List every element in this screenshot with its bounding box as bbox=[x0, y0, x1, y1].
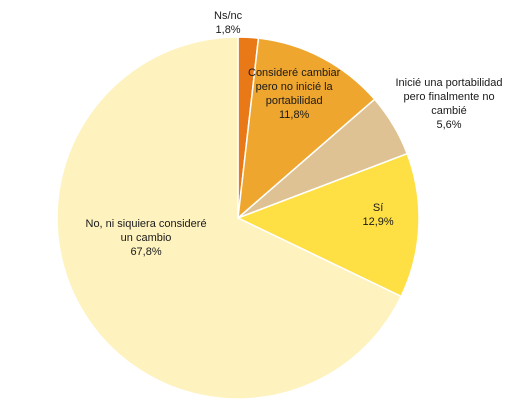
slice-label-text: Inicié una portabilidad bbox=[395, 77, 503, 89]
pie-slice-3 bbox=[237, 152, 420, 298]
slice-value-label: 11,8% bbox=[278, 109, 310, 121]
pie-slice-1 bbox=[237, 37, 376, 219]
slice-label-4: No, ni siquiera consideré un cambio 67,8% bbox=[86, 217, 207, 259]
slice-label-text: pero finalmente no bbox=[403, 91, 495, 103]
slice-value-label: 12,9% bbox=[362, 216, 394, 228]
slice-value-label: 5,6% bbox=[436, 119, 462, 131]
slice-label-text: un cambio bbox=[120, 232, 172, 244]
slice-value-label: 1,8% bbox=[215, 24, 241, 36]
slice-label-text: pero no inicié la bbox=[255, 81, 333, 93]
slice-label-0: Ns/nc 1,8% bbox=[214, 9, 242, 37]
slice-label-text: Ns/nc bbox=[214, 10, 243, 22]
slice-label-2: Inicié una portabilidad pero finalmente n… bbox=[396, 76, 503, 132]
slice-label-text: No, ni siquiera consideré bbox=[85, 218, 207, 230]
slice-label-text: Sí bbox=[372, 202, 384, 214]
slice-label-3: Sí 12,9% bbox=[363, 201, 394, 229]
slice-value-label: 67,8% bbox=[130, 246, 162, 258]
slice-label-text: Consideré cambiar bbox=[248, 67, 341, 79]
pie-slice-4 bbox=[56, 36, 402, 400]
slice-label-1: Consideré cambiar pero no inicié la portab… bbox=[248, 66, 340, 122]
slice-label-text: cambié bbox=[431, 105, 467, 117]
slice-label-text: portabilidad bbox=[265, 95, 323, 107]
